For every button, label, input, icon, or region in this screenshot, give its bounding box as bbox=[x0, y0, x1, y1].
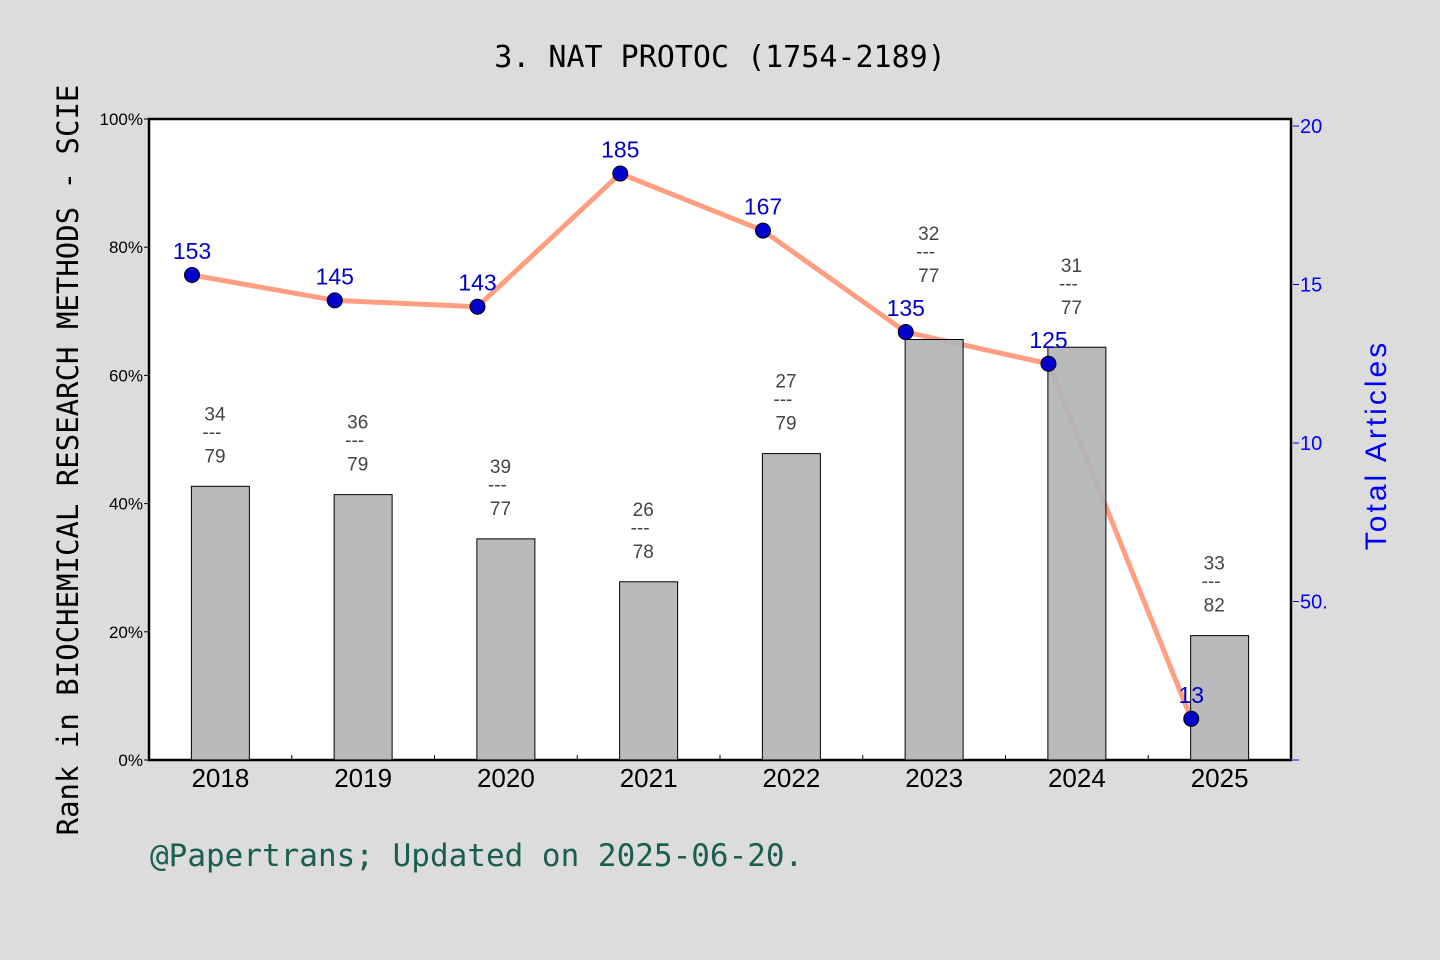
rank-bar bbox=[761, 453, 821, 761]
rank-bar bbox=[619, 581, 679, 761]
rank-label: 31 bbox=[1061, 256, 1082, 277]
x-tick-label: 2020 bbox=[477, 763, 535, 793]
article-count-label: 13 bbox=[1178, 682, 1204, 708]
rank-label: 26 bbox=[633, 500, 654, 521]
y-tick-label: 80% bbox=[109, 238, 143, 257]
y-tick-label: 40% bbox=[109, 495, 143, 514]
x-tick-label: 2023 bbox=[905, 763, 963, 793]
rank-bar bbox=[333, 494, 393, 761]
rank-separator: --- bbox=[631, 518, 650, 539]
chart-title: 3. NAT PROTOC (1754-2189) bbox=[494, 40, 946, 75]
y-right-tick-label: 20 bbox=[1300, 116, 1322, 138]
y-tick-label: 0% bbox=[118, 751, 143, 770]
rank-label: 34 bbox=[204, 404, 226, 425]
y-tick-label: 100% bbox=[100, 110, 143, 129]
rank-bar bbox=[904, 339, 964, 761]
y-axis-right-label: Total Articles bbox=[1360, 340, 1393, 550]
article-point bbox=[326, 292, 343, 309]
y-tick-label: 20% bbox=[109, 623, 143, 642]
rank-bar bbox=[1190, 635, 1250, 761]
article-count-label: 145 bbox=[316, 263, 354, 289]
rank-label: 32 bbox=[918, 224, 939, 245]
x-tick-label: 2021 bbox=[620, 763, 678, 793]
x-tick-label: 2024 bbox=[1048, 763, 1106, 793]
total-label: 77 bbox=[918, 266, 939, 287]
rank-bar bbox=[1047, 346, 1107, 761]
rank-label: 33 bbox=[1204, 554, 1225, 575]
rank-separator: --- bbox=[773, 390, 792, 411]
article-count-label: 185 bbox=[601, 137, 639, 163]
total-label: 77 bbox=[490, 499, 511, 520]
article-count-label: 125 bbox=[1029, 327, 1067, 353]
article-point bbox=[612, 165, 629, 182]
total-label: 79 bbox=[775, 414, 796, 435]
article-point bbox=[897, 324, 914, 341]
rank-bar bbox=[190, 485, 250, 761]
x-tick-label: 2025 bbox=[1191, 763, 1249, 793]
rank-separator: --- bbox=[345, 431, 364, 452]
x-tick-label: 2019 bbox=[334, 763, 392, 793]
y-right-tick-label: 10 bbox=[1300, 433, 1322, 455]
articles-line bbox=[191, 171, 1194, 720]
article-count-label: 153 bbox=[173, 238, 211, 264]
total-label: 82 bbox=[1204, 596, 1225, 617]
total-label: 77 bbox=[1061, 298, 1082, 319]
total-label: 78 bbox=[633, 542, 654, 563]
article-count-label: 135 bbox=[887, 295, 925, 321]
y-axis-label: Rank in BIOCHEMICAL RESEARCH METHODS - S… bbox=[51, 85, 85, 836]
rank-separator: --- bbox=[916, 242, 935, 263]
y-right-tick-label: 50. bbox=[1300, 592, 1328, 614]
article-count-label: 167 bbox=[744, 194, 782, 220]
article-point bbox=[1183, 710, 1200, 727]
article-point bbox=[469, 298, 486, 315]
x-tick-label: 2018 bbox=[191, 763, 249, 793]
rank-label: 39 bbox=[490, 457, 511, 478]
rank-separator: --- bbox=[202, 422, 221, 443]
rank-label: 36 bbox=[347, 413, 368, 434]
footer-credit: @Papertrans; Updated on 2025-06-20. bbox=[150, 838, 803, 874]
total-label: 79 bbox=[204, 446, 225, 467]
y-right-tick-label: 15 bbox=[1300, 275, 1322, 297]
article-count-label: 143 bbox=[458, 270, 496, 296]
total-label: 79 bbox=[347, 455, 368, 476]
article-point bbox=[755, 222, 771, 239]
rank-separator: --- bbox=[488, 475, 507, 496]
rank-label: 27 bbox=[775, 372, 796, 393]
y-tick-label: 60% bbox=[109, 366, 143, 385]
rank-separator: --- bbox=[1059, 274, 1078, 295]
rank-bar bbox=[476, 538, 536, 761]
article-point bbox=[184, 266, 200, 283]
rank-separator: --- bbox=[1202, 572, 1221, 593]
x-tick-label: 2022 bbox=[762, 763, 820, 793]
article-point bbox=[1040, 355, 1057, 372]
